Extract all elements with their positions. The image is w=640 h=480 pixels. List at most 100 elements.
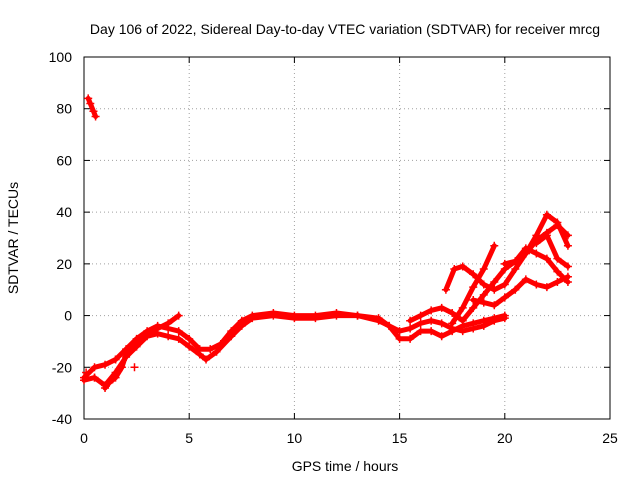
data-point	[469, 283, 478, 292]
data-point	[406, 316, 415, 325]
x-tick-label: 0	[80, 430, 88, 446]
data-point	[469, 319, 478, 328]
data-point	[174, 334, 183, 343]
data-point	[101, 360, 110, 369]
data-point	[395, 327, 404, 336]
data-point	[105, 378, 114, 387]
plot-frame	[83, 56, 611, 420]
data-point	[269, 311, 278, 320]
data-point	[427, 327, 436, 336]
data-point	[185, 342, 194, 351]
series-line	[533, 232, 571, 269]
series-track-h	[500, 244, 572, 286]
data-point	[353, 311, 362, 320]
series-track-c	[101, 311, 183, 392]
series-track-early	[84, 94, 100, 121]
data-point	[437, 319, 446, 328]
data-point	[82, 368, 91, 377]
data-point	[185, 334, 194, 343]
data-point	[111, 355, 120, 364]
data-point	[542, 283, 551, 292]
data-point	[448, 319, 457, 328]
data-point	[290, 314, 299, 323]
data-point	[458, 262, 467, 271]
series-isolated-points	[82, 355, 139, 382]
data-point	[521, 244, 530, 253]
data-point	[206, 345, 215, 354]
x-tick-label: 25	[602, 430, 618, 446]
data-point	[542, 254, 551, 263]
data-point	[469, 303, 478, 312]
data-point	[174, 327, 183, 336]
data-point	[479, 265, 488, 274]
data-point	[521, 275, 530, 284]
y-tick-label: 20	[56, 256, 72, 272]
data-point	[532, 249, 541, 258]
data-point	[101, 383, 110, 392]
data-point	[553, 254, 562, 263]
data-point	[479, 298, 488, 307]
data-point	[542, 210, 551, 219]
data-point	[174, 311, 183, 320]
y-tick-label: 0	[64, 308, 72, 324]
data-series	[80, 94, 572, 392]
data-point	[500, 280, 509, 289]
data-point	[416, 319, 425, 328]
data-point	[563, 262, 572, 271]
data-point	[212, 347, 221, 356]
data-point	[143, 329, 152, 338]
data-point	[532, 239, 541, 248]
data-point	[450, 265, 459, 274]
data-point	[84, 94, 93, 103]
series-track-e	[448, 241, 499, 328]
y-tick-label: 100	[49, 49, 73, 65]
data-point	[511, 285, 520, 294]
data-point	[490, 285, 499, 294]
data-point	[132, 340, 141, 349]
data-point	[332, 311, 341, 320]
series-track-i	[532, 231, 572, 271]
data-point	[406, 334, 415, 343]
chart-title: Day 106 of 2022, Sidereal Day-to-day VTE…	[90, 21, 600, 37]
data-point	[385, 321, 394, 330]
data-point	[427, 316, 436, 325]
data-point	[227, 332, 236, 341]
axis-ticks: 0 5 10 15 20 25 -40 -20 0 20 40 60 80 100	[49, 49, 618, 446]
data-point	[479, 290, 488, 299]
data-point	[406, 324, 415, 333]
data-point	[542, 231, 551, 240]
data-point	[374, 314, 383, 323]
data-point	[532, 231, 541, 240]
x-axis-label: GPS time / hours	[292, 458, 399, 474]
data-point	[469, 270, 478, 279]
data-point	[553, 218, 562, 227]
series-line	[102, 313, 182, 391]
data-point	[202, 355, 211, 364]
data-point	[90, 373, 99, 382]
data-point	[500, 259, 509, 268]
y-tick-label: 80	[56, 101, 72, 117]
data-point	[237, 321, 246, 330]
x-tick-label: 5	[185, 430, 193, 446]
data-point	[164, 319, 173, 328]
data-point	[111, 373, 120, 382]
data-point	[490, 301, 499, 310]
data-point	[458, 316, 467, 325]
data-point	[91, 112, 100, 121]
series-line	[470, 274, 571, 308]
data-point	[553, 267, 562, 276]
data-point	[416, 327, 425, 336]
data-point	[563, 277, 572, 286]
x-tick-label: 10	[287, 430, 303, 446]
y-tick-label: -40	[52, 411, 72, 427]
x-tick-label: 20	[497, 430, 513, 446]
grid	[84, 57, 610, 419]
y-tick-label: -20	[52, 359, 72, 375]
data-point	[395, 334, 404, 343]
data-point	[563, 241, 572, 250]
data-point	[490, 314, 499, 323]
y-tick-label: 40	[56, 204, 72, 220]
series-line	[85, 95, 99, 119]
data-point	[479, 316, 488, 325]
data-point	[448, 327, 457, 336]
